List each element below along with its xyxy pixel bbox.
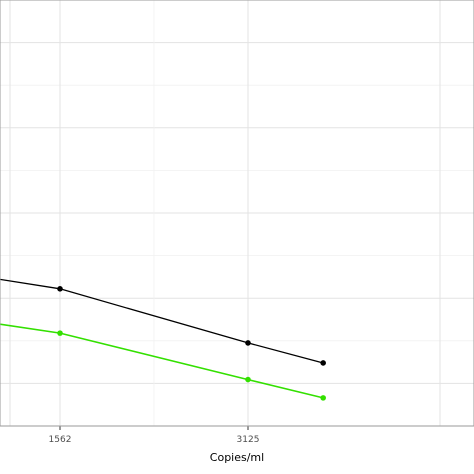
series-line-1 <box>0 278 324 364</box>
x-tick-label: 3125 <box>237 435 260 445</box>
x-tick-labels: 1562 3125 <box>49 426 260 445</box>
data-point <box>245 340 251 346</box>
data-point <box>320 360 326 366</box>
data-point <box>245 376 251 383</box>
x-axis-title: Copies/ml <box>210 451 264 464</box>
plot-panel-border <box>0 0 474 427</box>
grid-layer <box>0 0 474 426</box>
series-layer <box>0 278 326 401</box>
data-point <box>57 330 63 336</box>
series-line-2 <box>0 323 324 399</box>
data-point <box>320 395 326 401</box>
x-tick-label: 1562 <box>49 435 72 445</box>
data-point <box>57 286 63 292</box>
